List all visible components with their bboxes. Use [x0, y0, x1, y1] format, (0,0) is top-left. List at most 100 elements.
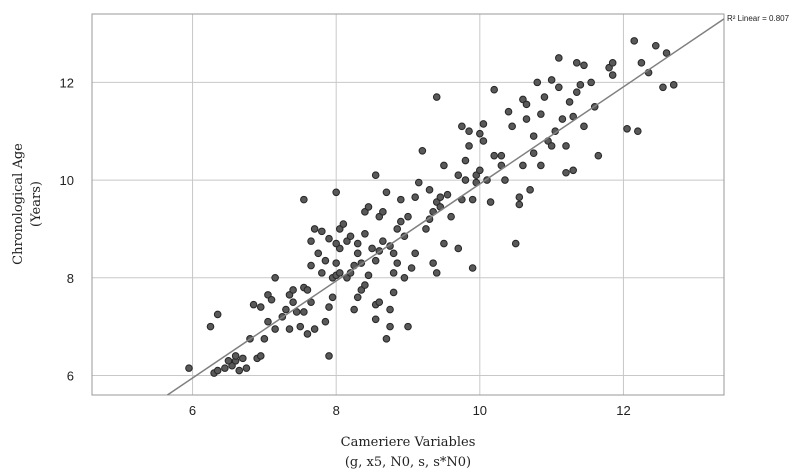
data-point	[397, 217, 405, 226]
data-point	[386, 322, 394, 331]
data-point	[353, 249, 362, 258]
data-point	[303, 286, 312, 294]
data-point	[289, 298, 297, 306]
data-point	[562, 168, 570, 177]
data-point	[318, 269, 326, 277]
data-point	[332, 188, 340, 197]
data-point	[519, 161, 527, 170]
data-point	[300, 308, 308, 316]
data-point	[490, 151, 498, 160]
data-point	[407, 264, 416, 272]
y-tick-label: 12	[60, 75, 74, 90]
data-point	[382, 335, 391, 343]
data-point	[242, 364, 251, 372]
data-point	[511, 239, 520, 248]
fit-line-label: R² Linear = 0.807	[727, 14, 790, 23]
data-point	[608, 59, 617, 67]
data-point	[440, 161, 448, 170]
data-point	[569, 112, 577, 121]
data-point	[443, 190, 452, 199]
data-point	[432, 93, 441, 101]
data-point	[529, 132, 538, 140]
data-point	[515, 200, 524, 209]
data-point	[379, 237, 387, 245]
data-point	[393, 225, 402, 233]
data-point	[580, 122, 588, 131]
data-point	[461, 176, 470, 184]
x-tick-label: 12	[616, 403, 630, 418]
data-point	[314, 249, 323, 258]
data-point	[350, 305, 358, 314]
data-points	[185, 37, 678, 377]
data-point	[461, 156, 470, 165]
data-point	[389, 269, 398, 277]
data-point	[231, 352, 240, 360]
y-axis-title: Chronological Age	[11, 143, 26, 265]
data-point	[476, 129, 484, 138]
data-point	[271, 273, 279, 282]
data-point	[404, 322, 412, 331]
data-point	[662, 49, 671, 57]
data-point	[479, 137, 488, 145]
data-point	[335, 269, 344, 277]
data-point	[490, 85, 498, 94]
data-point	[382, 188, 391, 197]
data-point	[375, 298, 384, 306]
data-point	[346, 232, 355, 241]
data-point	[576, 81, 585, 89]
data-point	[389, 288, 398, 297]
data-point	[364, 203, 373, 211]
data-point	[522, 100, 531, 109]
plot-frame	[91, 13, 725, 396]
data-point	[328, 293, 337, 302]
data-point	[256, 352, 265, 360]
data-point	[555, 54, 563, 62]
data-point	[393, 259, 402, 267]
data-point	[221, 364, 229, 372]
data-point	[353, 293, 362, 302]
data-point	[425, 186, 434, 194]
data-point	[497, 151, 506, 160]
data-point	[307, 237, 315, 245]
grid-lines	[92, 14, 724, 395]
data-point	[260, 335, 269, 343]
data-point	[411, 193, 419, 201]
data-point	[429, 259, 437, 267]
data-point	[206, 322, 215, 331]
data-point	[414, 178, 423, 187]
data-point	[422, 225, 430, 233]
data-point	[213, 310, 222, 319]
fit-line-group	[166, 18, 725, 396]
data-point	[339, 220, 348, 228]
data-point	[389, 249, 398, 258]
data-point	[479, 120, 488, 128]
data-point	[565, 98, 574, 106]
y-axis-subtitle: (Years)	[29, 181, 44, 227]
data-point	[285, 325, 294, 333]
data-point	[379, 208, 387, 216]
data-point	[458, 122, 466, 131]
data-point	[371, 256, 380, 265]
data-point	[659, 83, 667, 92]
data-point	[501, 176, 509, 184]
data-point	[332, 259, 340, 267]
data-point	[587, 78, 595, 87]
data-point	[637, 59, 646, 67]
data-point	[634, 127, 642, 136]
data-point	[397, 195, 405, 204]
data-point	[547, 76, 556, 84]
data-point	[465, 142, 473, 150]
data-point	[486, 198, 495, 206]
data-point	[537, 110, 545, 118]
data-point	[292, 308, 301, 316]
data-point	[454, 244, 463, 253]
data-point	[522, 115, 531, 123]
x-tick-label: 10	[473, 403, 487, 418]
data-point	[235, 366, 244, 375]
data-point	[325, 303, 333, 311]
data-point	[562, 142, 570, 150]
data-point	[264, 317, 272, 326]
data-point	[547, 142, 556, 150]
tick-labels: 6 8 10 12 6 8 10 12	[60, 75, 631, 418]
